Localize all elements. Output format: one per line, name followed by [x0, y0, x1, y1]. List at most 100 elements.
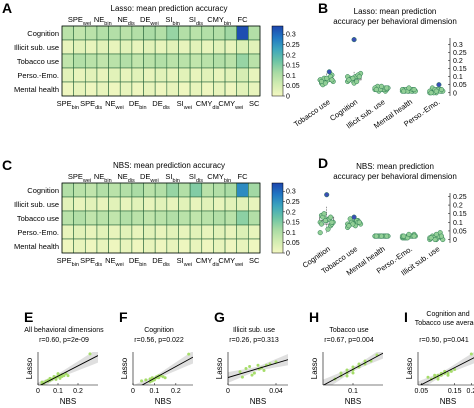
heatmap-cell	[201, 196, 214, 212]
panel-title: Illicit sub. use	[233, 327, 275, 334]
heatmap-cell	[84, 53, 98, 69]
top-tick-label: FC	[238, 172, 249, 181]
panel-title: accuracy per behavioral dimension	[333, 17, 457, 26]
data-point	[322, 218, 328, 224]
tick-text: CMYdis	[196, 256, 220, 268]
heatmap-cell	[96, 196, 109, 212]
y-axis-label: Lasso	[405, 357, 414, 379]
plot-area	[418, 352, 474, 385]
heatmap-cell	[84, 210, 98, 226]
tick-text: CMYbin	[207, 172, 231, 184]
tick-text: FC	[238, 15, 249, 24]
heatmap-cell	[61, 25, 74, 41]
heatmap-cell	[166, 39, 179, 55]
data-point	[433, 88, 439, 94]
top-tick-label: FC	[238, 15, 249, 24]
panel-letter: I	[404, 309, 408, 325]
heatmap-cell	[119, 238, 133, 254]
heatmap-cell	[224, 210, 238, 226]
bottom-tick-label: DEbin	[129, 256, 147, 268]
plot-area	[38, 352, 98, 385]
plot-area	[323, 352, 383, 385]
heatmap-cell	[108, 81, 121, 97]
scatter-point	[157, 376, 161, 380]
heatmap-cell	[96, 39, 109, 55]
tick-text: NEwei	[105, 99, 124, 111]
heatmap-cell	[189, 67, 203, 83]
data-point	[438, 233, 445, 239]
x-tick-label: 0	[131, 388, 135, 395]
scatter-point	[351, 365, 355, 369]
colorbar	[271, 182, 284, 254]
tick-text: SIbin	[165, 172, 179, 184]
heatmap-cell	[119, 196, 133, 212]
y-axis-label: Lasso	[120, 357, 129, 379]
heatmap-cell	[154, 196, 168, 212]
data-point	[411, 233, 417, 239]
heatmap-cell	[108, 53, 121, 69]
bottom-tick-label: SIwei	[177, 256, 192, 268]
heatmap-cell	[201, 25, 214, 41]
heatmap-cell	[119, 224, 133, 240]
bottom-tick-label: CMYwei	[218, 99, 243, 111]
bottom-tick-label: CMYdis	[196, 256, 220, 268]
heatmap-cell	[119, 53, 133, 69]
heatmap-cell	[73, 224, 86, 240]
row-label: Illicit sub. use	[14, 43, 59, 52]
heatmap-cell	[189, 210, 203, 226]
y-tick-label: 0.2	[453, 203, 463, 210]
panel-title: Tobacco use	[329, 327, 368, 334]
tick-text: CMYwei	[218, 256, 243, 268]
data-point	[406, 85, 412, 91]
scatter-point	[357, 362, 361, 366]
scatter-point	[88, 352, 92, 356]
heatmap-cell	[189, 81, 203, 97]
heatmap-cell	[248, 81, 261, 97]
heatmap-cell	[73, 210, 86, 226]
heatmap-cell	[248, 210, 261, 226]
panel-title: NBS: mean prediction accuracy	[113, 161, 225, 170]
heatmap-cell	[154, 81, 168, 97]
top-tick-label: SPEwei	[68, 172, 91, 184]
data-point	[428, 235, 434, 241]
data-point	[324, 192, 330, 198]
data-point	[321, 211, 327, 217]
heatmap-cell	[189, 182, 203, 198]
heatmap-cell	[248, 224, 261, 240]
heatmap-cell	[96, 67, 109, 83]
panel-title: All behavioral dimensions	[24, 327, 104, 334]
stats-annotation: r=0.56, p=0.022	[134, 337, 184, 344]
data-point	[433, 231, 439, 237]
colorbar-tick-label: 0.05	[286, 240, 300, 247]
data-point	[354, 78, 360, 85]
heatmap-cell	[213, 224, 226, 240]
colorbar-tick-label: 0.1	[286, 230, 296, 237]
heatmap-cell	[236, 238, 249, 254]
tick-text: DEdis	[152, 256, 170, 268]
scatter-point	[426, 375, 430, 379]
y-tick-label: 0.25	[453, 194, 467, 201]
row-label: Mental health	[14, 242, 59, 251]
heatmap-cell	[143, 39, 156, 55]
scatter-point	[436, 377, 440, 381]
heatmap-cell	[84, 238, 98, 254]
tick-text: CMYwei	[218, 99, 243, 111]
panel-title: Tobacco use average	[415, 320, 474, 327]
data-point	[351, 37, 357, 43]
panel-title: NBS: mean prediction	[356, 162, 434, 171]
data-point	[373, 233, 379, 239]
scatter-point	[140, 379, 144, 383]
heatmap-cell	[201, 67, 214, 83]
data-point	[378, 233, 385, 239]
tick-text: DEbin	[129, 256, 147, 268]
heatmap-cell	[143, 224, 156, 240]
heatmap-cell	[61, 81, 74, 97]
panel-letter: C	[2, 157, 12, 173]
colorbar-tick-label: 0.05	[286, 83, 300, 90]
scatter-point	[240, 375, 244, 379]
data-point	[346, 223, 352, 229]
data-point	[317, 230, 323, 236]
scatter-point	[144, 378, 148, 382]
stats-annotation: r=0.26, p=0.313	[229, 337, 279, 344]
